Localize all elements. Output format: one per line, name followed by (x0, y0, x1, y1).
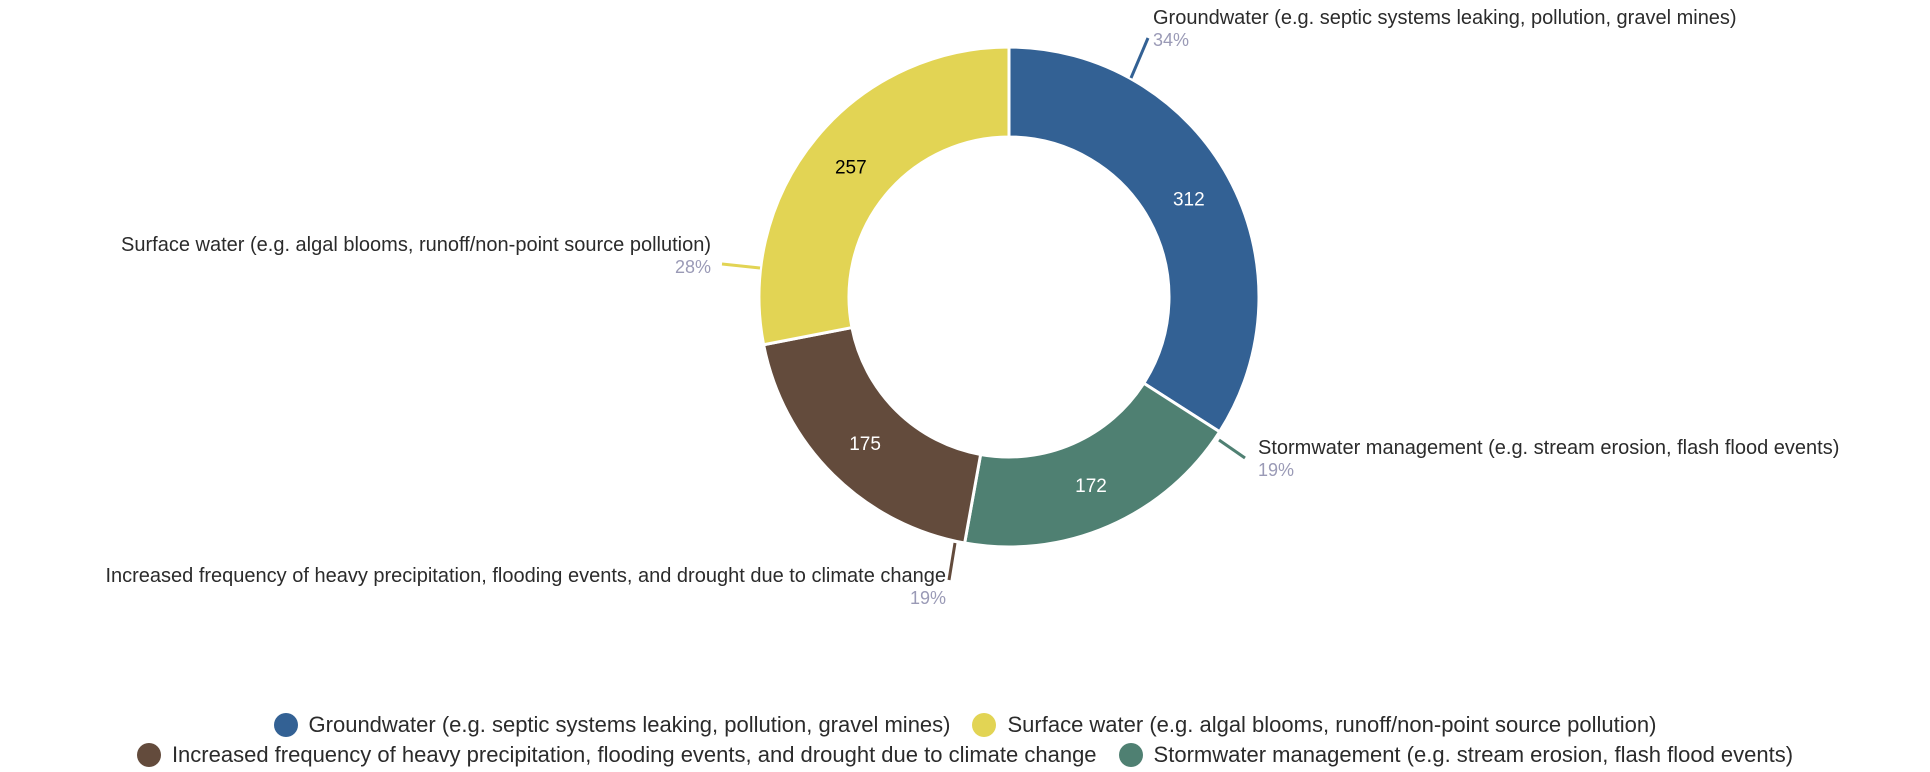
callout-label: Increased frequency of heavy precipitati… (105, 565, 946, 587)
legend-item[interactable]: Surface water (e.g. algal blooms, runoff… (972, 712, 1656, 738)
callout-connector (1129, 37, 1150, 79)
legend: Groundwater (e.g. septic systems leaking… (0, 710, 1930, 770)
slice-3[interactable] (757, 45, 1011, 347)
legend-row: Groundwater (e.g. septic systems leaking… (0, 710, 1930, 740)
slice-value-label: 312 (1173, 190, 1205, 211)
callout-connector (947, 542, 957, 581)
legend-label: Stormwater management (e.g. stream erosi… (1153, 742, 1794, 767)
legend-item[interactable]: Increased frequency of heavy precipitati… (136, 742, 1097, 768)
callout-percent: 34% (1153, 30, 1189, 50)
slice-value-label: 172 (1075, 476, 1107, 497)
callout-connector (1218, 438, 1246, 460)
callout-label: Groundwater (e.g. septic systems leaking… (1153, 7, 1737, 29)
callout-label: Stormwater management (e.g. stream erosi… (1258, 437, 1839, 459)
callout-percent: 19% (910, 588, 946, 608)
legend-swatch-icon (273, 713, 298, 737)
legend-item[interactable]: Stormwater management (e.g. stream erosi… (1118, 742, 1794, 768)
legend-label: Groundwater (e.g. septic systems leaking… (308, 712, 951, 737)
legend-item[interactable]: Groundwater (e.g. septic systems leaking… (273, 712, 951, 738)
slice-value-label: 175 (849, 434, 881, 455)
chart-canvas: 312 Groundwater (e.g. septic systems leak… (105, 7, 1839, 608)
callout-percent: 28% (675, 257, 711, 277)
legend-row: Increased frequency of heavy precipitati… (0, 740, 1930, 770)
callout-label: Surface water (e.g. algal blooms, runoff… (121, 234, 711, 256)
slice-value-label: 257 (835, 158, 867, 179)
legend-label: Surface water (e.g. algal blooms, runoff… (1007, 712, 1657, 737)
legend-swatch-icon (972, 713, 997, 737)
slice-1[interactable] (962, 381, 1222, 549)
legend-label: Increased frequency of heavy precipitati… (171, 742, 1097, 767)
legend-swatch-icon (1118, 743, 1143, 767)
callout-connector (721, 262, 761, 270)
slice-0[interactable] (1007, 45, 1261, 434)
callout-percent: 19% (1258, 460, 1294, 480)
legend-swatch-icon (136, 743, 161, 767)
